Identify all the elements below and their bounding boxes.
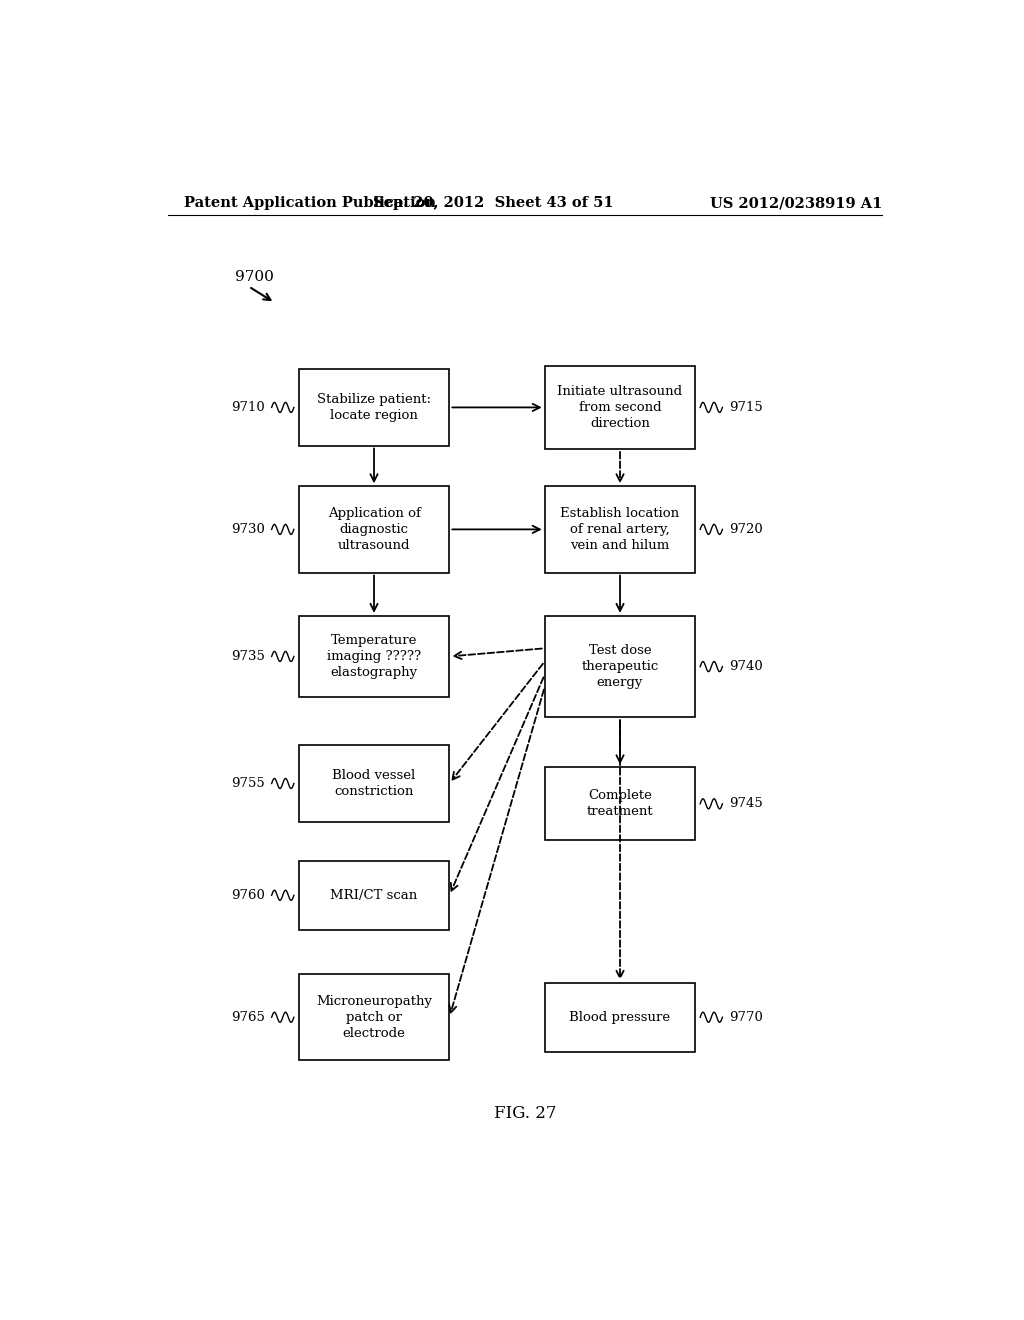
- Text: 9755: 9755: [231, 777, 265, 789]
- FancyBboxPatch shape: [545, 615, 695, 718]
- Text: 9770: 9770: [729, 1011, 763, 1024]
- Text: 9715: 9715: [729, 401, 763, 414]
- FancyBboxPatch shape: [545, 366, 695, 449]
- FancyBboxPatch shape: [545, 486, 695, 573]
- Text: 9760: 9760: [231, 888, 265, 902]
- Text: Establish location
of renal artery,
vein and hilum: Establish location of renal artery, vein…: [560, 507, 680, 552]
- FancyBboxPatch shape: [299, 486, 450, 573]
- Text: Blood vessel
constriction: Blood vessel constriction: [333, 770, 416, 799]
- FancyBboxPatch shape: [299, 746, 450, 821]
- Text: US 2012/0238919 A1: US 2012/0238919 A1: [710, 197, 882, 210]
- Text: Temperature
imaging ?????
elastography: Temperature imaging ????? elastography: [327, 634, 421, 678]
- FancyBboxPatch shape: [299, 615, 450, 697]
- Text: 9745: 9745: [729, 797, 763, 810]
- Text: Sep. 20, 2012  Sheet 43 of 51: Sep. 20, 2012 Sheet 43 of 51: [373, 197, 613, 210]
- Text: Application of
diagnostic
ultrasound: Application of diagnostic ultrasound: [328, 507, 421, 552]
- Text: 9740: 9740: [729, 660, 763, 673]
- FancyBboxPatch shape: [545, 982, 695, 1052]
- Text: Complete
treatment: Complete treatment: [587, 789, 653, 818]
- FancyBboxPatch shape: [299, 974, 450, 1060]
- Text: Initiate ultrasound
from second
direction: Initiate ultrasound from second directio…: [557, 385, 683, 430]
- Text: 9735: 9735: [231, 649, 265, 663]
- Text: Microneuropathy
patch or
electrode: Microneuropathy patch or electrode: [316, 995, 432, 1040]
- Text: 9765: 9765: [231, 1011, 265, 1024]
- Text: MRI/CT scan: MRI/CT scan: [331, 888, 418, 902]
- Text: Patent Application Publication: Patent Application Publication: [183, 197, 435, 210]
- Text: 9700: 9700: [236, 271, 274, 284]
- Text: 9710: 9710: [231, 401, 265, 414]
- Text: Stabilize patient:
locate region: Stabilize patient: locate region: [317, 393, 431, 422]
- Text: Blood pressure: Blood pressure: [569, 1011, 671, 1024]
- Text: 9730: 9730: [231, 523, 265, 536]
- FancyBboxPatch shape: [299, 861, 450, 929]
- Text: Test dose
therapeutic
energy: Test dose therapeutic energy: [582, 644, 658, 689]
- FancyBboxPatch shape: [545, 767, 695, 841]
- FancyBboxPatch shape: [299, 370, 450, 446]
- Text: 9720: 9720: [729, 523, 763, 536]
- Text: FIG. 27: FIG. 27: [494, 1105, 556, 1122]
